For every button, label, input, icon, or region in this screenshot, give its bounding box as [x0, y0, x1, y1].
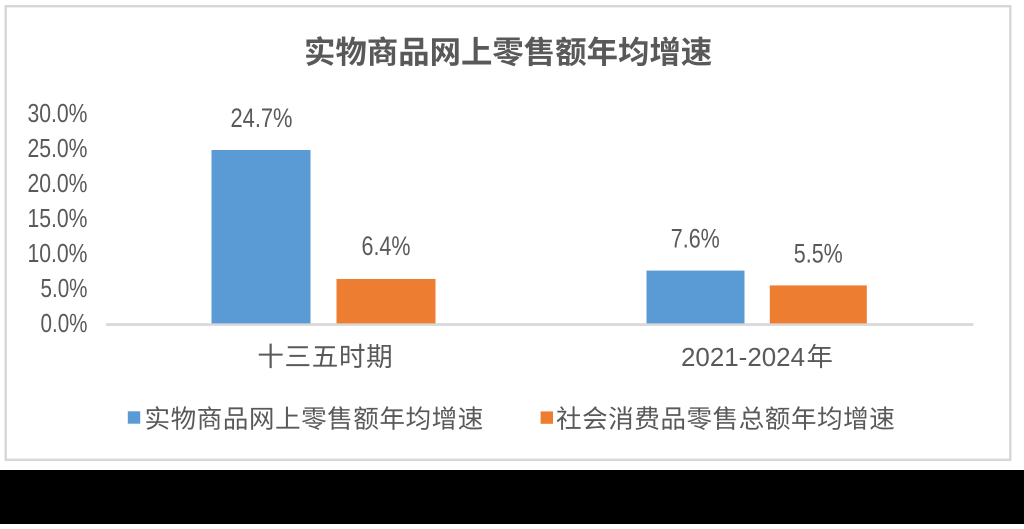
svg-text:7.6%: 7.6% [671, 224, 720, 254]
svg-text:5.0%: 5.0% [41, 275, 88, 303]
svg-text:24.7%: 24.7% [231, 103, 293, 133]
svg-text:2021-2024: 2021-2024 [681, 344, 805, 372]
svg-text:6.4%: 6.4% [362, 231, 411, 261]
svg-text:25.0%: 25.0% [28, 135, 88, 163]
svg-text:0.0%: 0.0% [41, 310, 88, 338]
svg-text:10.0%: 10.0% [28, 240, 88, 268]
svg-text:15.0%: 15.0% [28, 205, 88, 233]
svg-text:5.5%: 5.5% [794, 239, 843, 269]
svg-text:20.0%: 20.0% [28, 170, 88, 198]
svg-text:30.0%: 30.0% [28, 100, 88, 128]
